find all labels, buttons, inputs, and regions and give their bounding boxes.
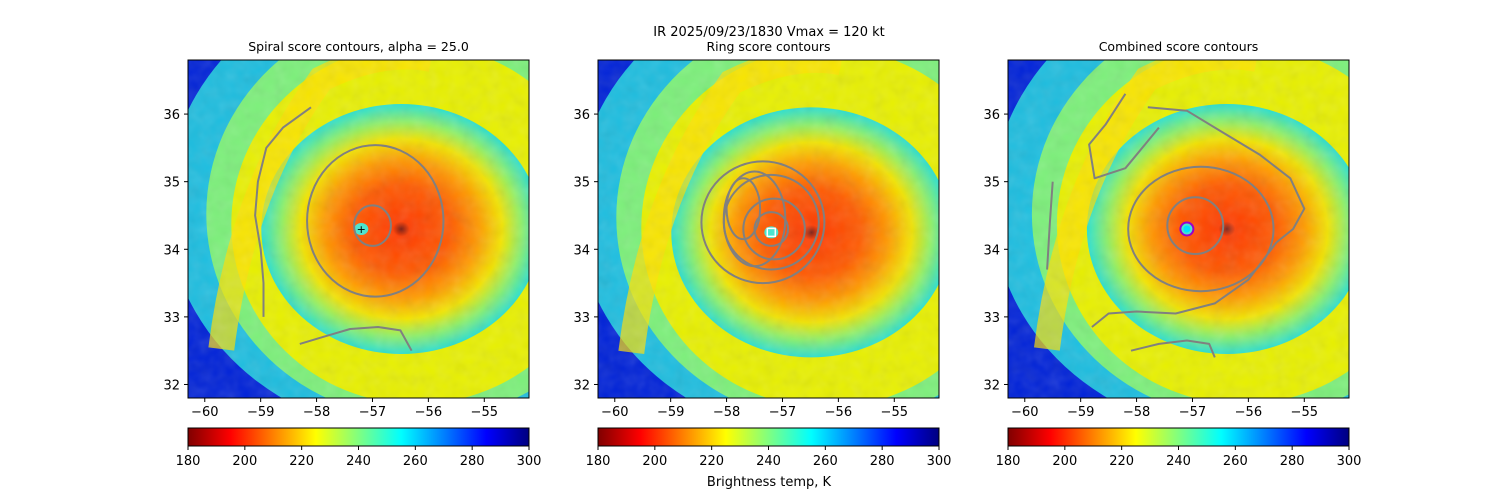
combined-center-dot — [1183, 225, 1191, 233]
contour-2 — [1127, 165, 1275, 293]
axes-frame — [1007, 59, 1350, 399]
y-tick-label: 34 — [163, 243, 180, 258]
panel-title: Combined score contours — [1099, 39, 1259, 54]
ir-image — [1008, 60, 1349, 398]
x-tick-label: −60 — [601, 405, 628, 420]
texture — [188, 60, 529, 398]
colorbar-tick-label: 200 — [642, 454, 667, 469]
x-tick-label: −59 — [1067, 405, 1094, 420]
center-plus-marker: + — [357, 223, 366, 236]
panel-1: + Spiral score contours, alpha = 25.0 −60 −… — [163, 39, 542, 469]
x-tick-label: −58 — [1123, 405, 1150, 420]
y-tick-label: 34 — [983, 243, 1000, 258]
x-tick-label: −59 — [657, 405, 684, 420]
colorbar-tick-label: 300 — [927, 454, 952, 469]
colorbar-tick-label: 200 — [232, 454, 257, 469]
x-tick-label: −55 — [471, 405, 498, 420]
colorbar-tick-label: 220 — [699, 454, 724, 469]
contour-2 — [306, 144, 445, 298]
x-tick-label: −57 — [769, 405, 796, 420]
y-tick-label: 32 — [983, 378, 1000, 393]
contour-6 — [1130, 339, 1216, 358]
ir-image — [188, 60, 529, 398]
contours — [254, 106, 445, 352]
colorbar-tick-label: 240 — [756, 454, 781, 469]
y-tick-label: 36 — [983, 108, 1000, 123]
colorbar-tick-label: 260 — [813, 454, 838, 469]
axes-frame — [187, 59, 530, 399]
x-tick-label: −56 — [1235, 405, 1262, 420]
colorbar-gradient — [187, 427, 530, 447]
x-tick-label: −56 — [415, 405, 442, 420]
x-tick-label: −60 — [1011, 405, 1038, 420]
y-tick-label: 32 — [573, 378, 590, 393]
contour-2 — [742, 197, 806, 261]
panel-2: Ring score contours −60 −59 −58 −57 −56 −55 32 3… — [573, 39, 952, 469]
combined-center-marker — [1179, 221, 1195, 237]
ring-center-marker — [766, 227, 777, 238]
contour-3 — [1091, 106, 1306, 328]
colorbar: 180 200 220 240 260 280 300 — [586, 427, 952, 469]
colorbar-tick-label: 180 — [176, 454, 201, 469]
y-tick-label: 33 — [573, 311, 590, 326]
contours — [700, 160, 826, 285]
y-tick-label: 32 — [163, 378, 180, 393]
contour-3 — [254, 106, 312, 317]
colorbar-tick-label: 240 — [346, 454, 371, 469]
colorbar-tick-label: 300 — [517, 454, 542, 469]
colorbar-tick-label: 260 — [403, 454, 428, 469]
contour-6 — [725, 177, 762, 241]
y-tick-label: 33 — [163, 311, 180, 326]
colorbar-gradient — [597, 427, 940, 447]
x-tick-label: −57 — [359, 405, 386, 420]
colorbar-tick-label: 180 — [586, 454, 611, 469]
x-tick-label: −60 — [191, 405, 218, 420]
y-tick-label: 36 — [163, 108, 180, 123]
x-tick-label: −55 — [1291, 405, 1318, 420]
y-tick-label: 35 — [573, 176, 590, 191]
ir-image — [598, 60, 939, 398]
contour-1 — [753, 211, 790, 247]
colorbar-tick-label: 280 — [460, 454, 485, 469]
contour-4 — [700, 160, 826, 285]
contour-1 — [353, 204, 392, 247]
contour-5 — [1046, 181, 1054, 270]
y-tick-label: 34 — [573, 243, 590, 258]
x-tick-label: −58 — [713, 405, 740, 420]
colorbar-gradient — [1007, 427, 1350, 447]
contour-4 — [1088, 93, 1160, 180]
colorbar-tick-label: 280 — [1280, 454, 1305, 469]
colorbar: 180 200 220 240 260 280 300 — [176, 427, 542, 469]
y-tick-label: 35 — [163, 176, 180, 191]
colorbar-label: Brightness temp, K — [707, 475, 832, 490]
colorbar-tick-label: 300 — [1337, 454, 1362, 469]
contour-5 — [722, 170, 787, 268]
axes-frame — [597, 59, 940, 399]
colorbar-tick-label: 220 — [1109, 454, 1134, 469]
panel-title: Spiral score contours, alpha = 25.0 — [248, 39, 469, 54]
contour-4 — [299, 326, 413, 352]
colorbar-tick-label: 220 — [289, 454, 314, 469]
y-tick-label: 36 — [573, 108, 590, 123]
y-tick-label: 35 — [983, 176, 1000, 191]
colorbar-tick-label: 280 — [870, 454, 895, 469]
figure-suptitle: IR 2025/09/23/1830 Vmax = 120 kt — [653, 25, 884, 40]
colorbar-tick-label: 260 — [1223, 454, 1248, 469]
colorbar-tick-label: 200 — [1052, 454, 1077, 469]
colorbar-tick-label: 180 — [996, 454, 1021, 469]
panel-title: Ring score contours — [706, 39, 830, 54]
panel-3: Combined score contours −60 −59 −58 −57 −56 −5… — [983, 39, 1362, 469]
x-tick-label: −56 — [825, 405, 852, 420]
y-tick-label: 33 — [983, 311, 1000, 326]
contour-1 — [1166, 196, 1225, 256]
x-tick-label: −57 — [1179, 405, 1206, 420]
contours — [1046, 93, 1306, 358]
x-tick-label: −59 — [247, 405, 274, 420]
colorbar: 180 200 220 240 260 280 300 — [996, 427, 1362, 469]
colorbar-tick-label: 240 — [1166, 454, 1191, 469]
x-tick-label: −58 — [303, 405, 330, 420]
x-tick-label: −55 — [881, 405, 908, 420]
